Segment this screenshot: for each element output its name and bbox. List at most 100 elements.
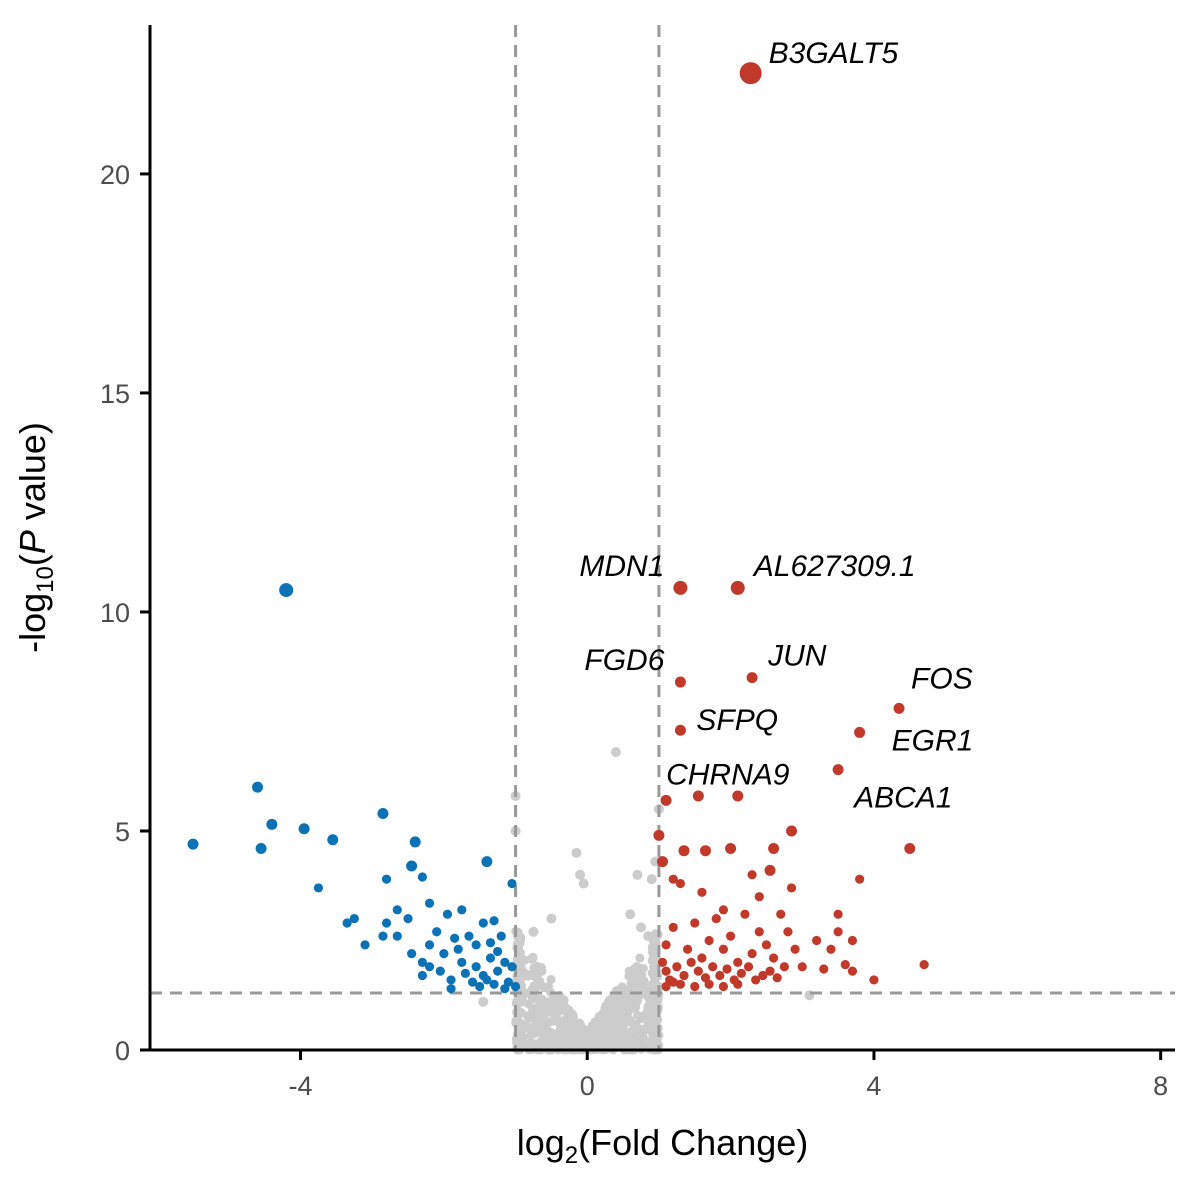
up-point — [832, 764, 844, 776]
down-point — [475, 981, 485, 992]
gene-label: MDN1 — [579, 550, 664, 583]
down-point — [496, 931, 506, 941]
ns-point — [527, 994, 537, 1004]
up-point — [904, 843, 916, 855]
up-point — [711, 913, 721, 924]
y-tick-label: 5 — [115, 817, 130, 847]
ns-point — [543, 1032, 553, 1042]
up-point — [746, 672, 758, 684]
y-tick-label: 20 — [100, 160, 130, 190]
up-point — [718, 944, 729, 954]
ns-point — [628, 1025, 638, 1035]
up-point — [657, 856, 668, 868]
up-point — [754, 892, 764, 902]
ns-point — [631, 983, 641, 993]
up-point — [686, 957, 696, 967]
up-point — [697, 953, 707, 963]
up-point — [854, 726, 866, 738]
up-point — [779, 962, 789, 972]
down-point — [446, 984, 456, 994]
up-point — [661, 966, 671, 976]
ns-point — [648, 1035, 658, 1045]
gene-label: SFPQ — [696, 704, 778, 737]
down-point — [485, 938, 496, 948]
ns-point — [478, 996, 489, 1007]
down-point — [392, 931, 402, 941]
down-point — [510, 981, 521, 992]
down-point — [407, 949, 417, 959]
ns-point — [528, 926, 539, 937]
ns-point — [546, 974, 556, 984]
ns-point — [642, 986, 652, 996]
gene-label: JUN — [767, 640, 827, 673]
gene-label: B3GALT5 — [769, 37, 899, 70]
ns-point — [556, 993, 566, 1003]
x-tick-label: 8 — [1153, 1071, 1168, 1101]
ns-point — [616, 1002, 626, 1012]
down-point — [424, 962, 435, 972]
up-point — [833, 909, 843, 919]
down-point — [489, 979, 499, 989]
y-tick-label: 10 — [100, 598, 130, 628]
ns-point — [625, 909, 636, 920]
ns-point — [643, 931, 654, 942]
up-point — [869, 975, 879, 985]
up-point — [725, 931, 736, 941]
up-point — [847, 966, 858, 976]
down-point — [464, 931, 474, 941]
up-point — [678, 845, 690, 857]
up-point — [675, 979, 686, 989]
up-point — [682, 944, 693, 954]
ns-point — [612, 1034, 622, 1044]
down-point — [453, 944, 463, 954]
up-point — [764, 864, 776, 876]
up-point — [855, 874, 865, 884]
up-point — [733, 979, 743, 989]
up-point — [679, 970, 689, 981]
up-point — [783, 927, 793, 937]
ns-point — [570, 1026, 580, 1036]
down-point — [266, 818, 278, 830]
down-point — [349, 913, 359, 924]
up-point — [919, 959, 929, 970]
down-point — [342, 918, 352, 928]
up-point — [690, 918, 700, 928]
down-point — [360, 940, 370, 950]
ns-point — [648, 953, 658, 963]
down-point — [489, 916, 499, 926]
up-point — [673, 580, 688, 595]
ns-point — [531, 966, 541, 976]
ns-point — [611, 1020, 621, 1030]
x-tick-label: -4 — [289, 1071, 313, 1101]
up-point — [693, 966, 703, 976]
ns-point — [567, 1011, 577, 1021]
up-point — [668, 977, 678, 987]
up-point — [736, 968, 746, 978]
down-point — [471, 940, 481, 950]
ns-point — [649, 965, 659, 975]
ns-point — [516, 997, 526, 1007]
down-point — [187, 838, 199, 850]
up-point — [733, 957, 743, 967]
down-point — [439, 949, 449, 959]
up-point — [692, 790, 704, 802]
ns-point — [558, 1040, 568, 1050]
up-point — [840, 959, 850, 970]
up-point — [668, 874, 678, 884]
down-point — [471, 962, 481, 972]
down-point — [493, 966, 503, 976]
up-point — [704, 979, 714, 989]
up-point — [751, 975, 761, 985]
up-point — [732, 790, 744, 802]
ns-point — [571, 847, 582, 858]
ns-point — [653, 994, 663, 1004]
up-point — [797, 962, 807, 972]
ns-point — [575, 869, 586, 880]
y-tick-label: 0 — [115, 1036, 130, 1066]
down-point — [485, 953, 496, 963]
up-point — [754, 927, 764, 937]
up-point — [772, 973, 782, 983]
up-point — [847, 935, 858, 946]
up-point — [819, 964, 829, 974]
